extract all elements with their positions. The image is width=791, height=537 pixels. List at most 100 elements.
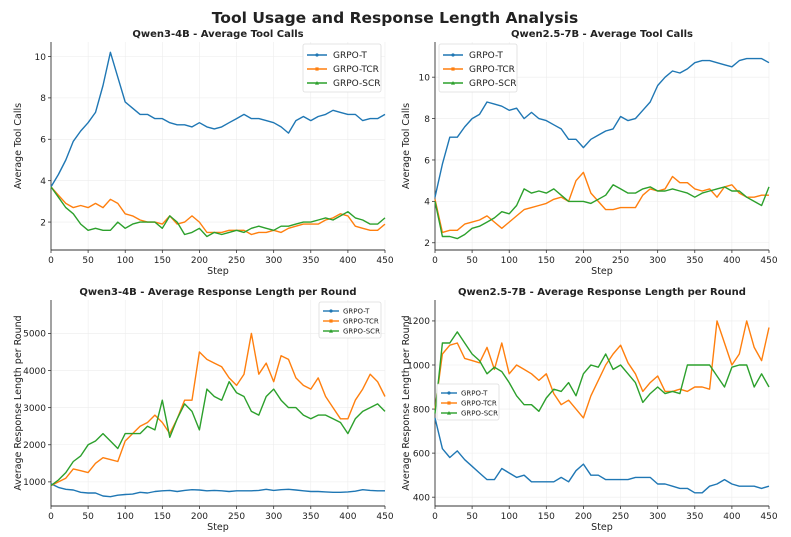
subplot-title: Qwen2.5-7B - Average Tool Calls: [511, 29, 693, 40]
x-tick-label: 400: [339, 512, 356, 522]
x-tick-label: 100: [501, 256, 518, 266]
x-tick-label: 400: [723, 512, 740, 522]
x-tick-label: 150: [154, 512, 171, 522]
legend-label: GRPO-T: [461, 389, 488, 397]
x-tick-label: 250: [228, 256, 245, 266]
legend: GRPO-T GRPO-TCR GRPO-SCR: [302, 43, 382, 93]
x-tick-label: 150: [154, 256, 171, 266]
y-tick-label: 800: [413, 405, 430, 415]
x-axis-label: Step: [591, 266, 613, 277]
legend-marker-square-icon: [315, 67, 319, 71]
series-line-grpo-tcr: [434, 171, 769, 234]
legend-marker-circle-icon: [315, 53, 319, 57]
legend-label: GRPO-T: [343, 307, 370, 315]
y-tick-label: 2: [424, 239, 430, 249]
x-tick-label: 450: [760, 512, 777, 522]
series-line-grpo-tcr: [434, 320, 770, 419]
legend: GRPO-T GRPO-TCR GRPO-SCR: [438, 43, 518, 93]
legend-marker-triangle-icon: [329, 329, 333, 333]
legend-label: GRPO-SCR: [461, 409, 498, 417]
x-tick-label: 450: [376, 256, 393, 266]
y-tick-label: 600: [413, 449, 430, 459]
series-line-grpo-scr: [50, 186, 386, 238]
y-tick-label: 5000: [23, 330, 46, 340]
x-tick-label: 300: [649, 256, 666, 266]
subplot-title: Qwen3-4B - Average Tool Calls: [132, 29, 303, 40]
legend-label: GRPO-TCR: [469, 65, 515, 75]
legend-marker-triangle-icon: [447, 411, 451, 415]
x-tick-label: 0: [48, 256, 54, 266]
legend-label: GRPO-TCR: [461, 399, 497, 407]
y-tick-label: 2: [40, 218, 46, 228]
legend-marker-triangle-icon: [315, 81, 319, 85]
legend-marker-square-icon: [451, 67, 455, 71]
legend-label: GRPO-T: [469, 51, 503, 61]
y-tick-label: 8: [40, 94, 46, 104]
y-tick-label: 4000: [23, 367, 46, 377]
x-tick-label: 350: [302, 512, 319, 522]
x-tick-label: 0: [48, 512, 54, 522]
legend-marker-square-icon: [447, 401, 451, 405]
legend-marker-circle-icon: [451, 53, 455, 57]
x-tick-label: 300: [265, 512, 282, 522]
legend-label: GRPO-SCR: [333, 79, 381, 89]
figure-title: Tool Usage and Response Length Analysis: [212, 9, 578, 27]
x-tick-label: 300: [265, 256, 282, 266]
legend-marker-square-icon: [329, 319, 333, 323]
x-tick-label: 200: [191, 256, 208, 266]
y-tick-label: 6: [424, 156, 430, 166]
x-axis-label: Step: [207, 522, 229, 533]
x-tick-label: 100: [117, 256, 134, 266]
y-tick-label: 3000: [23, 404, 46, 414]
x-tick-label: 350: [686, 256, 703, 266]
x-tick-label: 450: [760, 256, 777, 266]
series-line-grpo-t: [434, 417, 770, 494]
series-line-grpo-scr: [434, 184, 770, 240]
legend-marker-triangle-icon: [451, 81, 455, 85]
x-tick-label: 200: [575, 256, 592, 266]
x-axis-label: Step: [591, 522, 613, 533]
series-line-grpo-tcr: [50, 332, 386, 487]
subplot: 0 50 100 150 200 250 300 350 400 450 2 4 6 8 10 Qwen3-4…: [13, 29, 394, 277]
legend-box: [302, 43, 382, 93]
x-tick-label: 100: [501, 512, 518, 522]
x-tick-label: 350: [686, 512, 703, 522]
x-tick-label: 250: [228, 512, 245, 522]
y-tick-label: 1200: [407, 317, 430, 327]
subplot-title: Qwen2.5-7B - Average Response Length per…: [458, 287, 746, 298]
x-tick-label: 400: [339, 256, 356, 266]
legend-marker-circle-icon: [329, 309, 333, 313]
legend: GRPO-T GRPO-TCR GRPO-SCR: [318, 301, 382, 339]
series-line-grpo-tcr: [50, 186, 386, 236]
legend-label: GRPO-SCR: [469, 79, 517, 89]
y-tick-label: 400: [413, 493, 430, 503]
subplot: 0 50 100 150 200 250 300 350 400 450 400 600 800 1000…: [401, 287, 778, 533]
legend-label: GRPO-TCR: [343, 317, 379, 325]
series-line-grpo-t: [50, 51, 386, 188]
x-tick-label: 450: [376, 512, 393, 522]
x-tick-label: 50: [82, 512, 94, 522]
x-tick-label: 200: [191, 512, 208, 522]
y-tick-label: 1000: [23, 478, 46, 488]
x-tick-label: 250: [612, 256, 629, 266]
legend-marker-circle-icon: [447, 391, 451, 395]
x-tick-label: 100: [117, 512, 134, 522]
x-axis-label: Step: [207, 266, 229, 277]
x-tick-label: 250: [612, 512, 629, 522]
y-tick-label: 4: [424, 198, 430, 208]
legend-label: GRPO-SCR: [343, 327, 380, 335]
series-line-grpo-t: [50, 483, 385, 498]
x-tick-label: 150: [538, 256, 555, 266]
y-tick-label: 10: [35, 53, 47, 63]
y-tick-label: 4: [40, 177, 46, 187]
x-tick-label: 0: [432, 512, 438, 522]
series-line-grpo-scr: [50, 381, 386, 487]
x-tick-label: 0: [432, 256, 438, 266]
y-tick-label: 10: [419, 73, 431, 83]
x-tick-label: 150: [538, 512, 555, 522]
x-tick-label: 50: [466, 512, 478, 522]
legend-label: GRPO-T: [333, 51, 367, 61]
subplot: 0 50 100 150 200 250 300 350 400 450 1000 2000 3000 4…: [13, 287, 394, 533]
y-tick-label: 2000: [23, 441, 46, 451]
